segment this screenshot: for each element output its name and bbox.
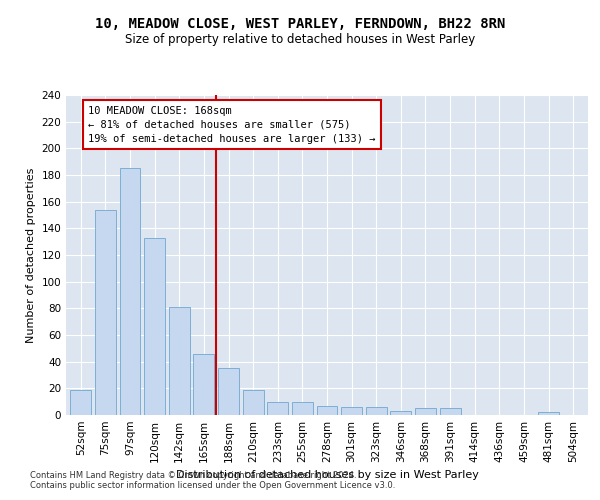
Y-axis label: Number of detached properties: Number of detached properties [26,168,36,342]
Bar [341,407,362,415]
Bar [391,411,412,415]
X-axis label: Distribution of detached houses by size in West Parley: Distribution of detached houses by size … [176,470,478,480]
Text: Size of property relative to detached houses in West Parley: Size of property relative to detached ho… [125,32,475,46]
Bar [242,390,263,415]
Bar [169,307,190,415]
Bar [292,402,313,415]
Bar [95,210,116,415]
Bar [538,412,559,415]
Bar [267,402,288,415]
Text: 10, MEADOW CLOSE, WEST PARLEY, FERNDOWN, BH22 8RN: 10, MEADOW CLOSE, WEST PARLEY, FERNDOWN,… [95,18,505,32]
Text: Contains HM Land Registry data © Crown copyright and database right 2024.: Contains HM Land Registry data © Crown c… [30,471,356,480]
Bar [366,407,387,415]
Text: 10 MEADOW CLOSE: 168sqm
← 81% of detached houses are smaller (575)
19% of semi-d: 10 MEADOW CLOSE: 168sqm ← 81% of detache… [88,106,376,144]
Bar [218,368,239,415]
Bar [440,408,461,415]
Bar [70,390,91,415]
Bar [193,354,214,415]
Text: Contains public sector information licensed under the Open Government Licence v3: Contains public sector information licen… [30,481,395,490]
Bar [144,238,165,415]
Bar [415,408,436,415]
Bar [317,406,337,415]
Bar [119,168,140,415]
